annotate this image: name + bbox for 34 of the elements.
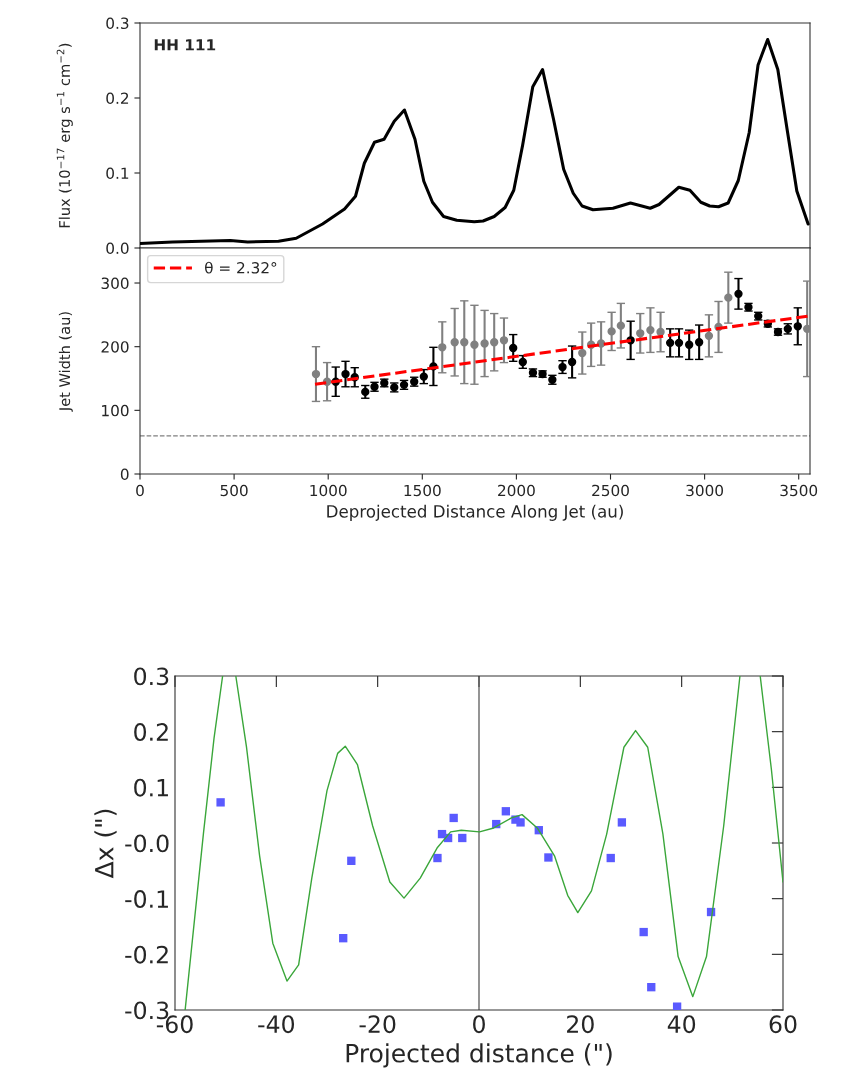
y-axis-title: Δx (") [94,809,117,879]
y-tick-label: 300 [101,277,129,290]
x-tick-label: 0 [473,1015,485,1034]
x-tick-label: 20 [567,1015,594,1034]
y-tick-label: 0.3 [134,667,169,686]
y-tick-label: -0.2 [125,945,168,964]
y-tick-label: -0.1 [125,890,168,908]
x-axis-title: Deprojected Distance Along Jet (au) [327,504,623,521]
y-tick-label: -0.0 [125,834,169,853]
x-tick-label: 1000 [310,484,347,497]
legend-label: θ = 2.32° [205,261,277,274]
y-tick-label: 100 [102,404,129,417]
y-tick-label: 200 [101,341,129,353]
x-tick-label: 2000 [498,484,535,497]
y-tick-label: 0.1 [134,778,168,797]
x-tick-label: 500 [220,484,248,497]
x-tick-label: 1500 [404,484,441,497]
x-tick-label: 2500 [592,484,629,497]
x-tick-label: -20 [359,1015,396,1034]
annotation: HH 111 [154,39,216,51]
x-tick-label: 3000 [686,484,724,497]
x-tick-label: 40 [667,1015,696,1034]
y-tick-label: 0.0 [106,242,129,255]
x-tick-label: -40 [258,1015,295,1034]
y-axis-title: Jet Width (au) [58,312,73,412]
y-tick-label: 0.2 [134,723,168,741]
x-axis-title: Projected distance (") [346,1043,612,1068]
y-tick-label: 0 [120,468,129,481]
y-tick-label: 0.3 [106,17,129,30]
y-axis-title: Flux (10$^{−17}$ erg s$^{−1}$ cm$^{−2}$) [56,43,73,228]
y-tick-label: 0.2 [106,92,129,105]
y-tick-label: 0.1 [106,167,129,180]
x-tick-label: 60 [769,1015,797,1034]
x-tick-label: 3500 [780,484,818,497]
